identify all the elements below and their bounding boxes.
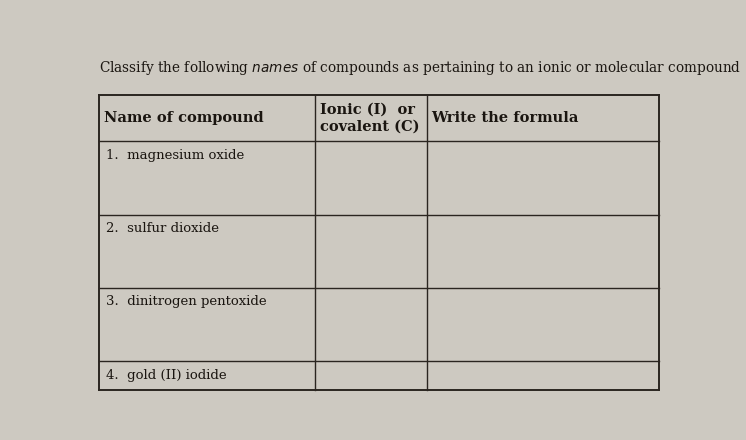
Text: Name of compound: Name of compound bbox=[104, 111, 264, 125]
Text: Ionic (I)  or
covalent (C): Ionic (I) or covalent (C) bbox=[319, 103, 419, 134]
Text: Classify the following $\it{names}$ of compounds as pertaining to an ionic or mo: Classify the following $\it{names}$ of c… bbox=[99, 59, 742, 77]
Text: 3.  dinitrogen pentoxide: 3. dinitrogen pentoxide bbox=[106, 295, 266, 308]
Text: 2.  sulfur dioxide: 2. sulfur dioxide bbox=[106, 222, 219, 235]
Text: Write the formula: Write the formula bbox=[431, 111, 579, 125]
Text: 1.  magnesium oxide: 1. magnesium oxide bbox=[106, 149, 244, 162]
Text: 4.  gold (II) iodide: 4. gold (II) iodide bbox=[106, 368, 226, 381]
